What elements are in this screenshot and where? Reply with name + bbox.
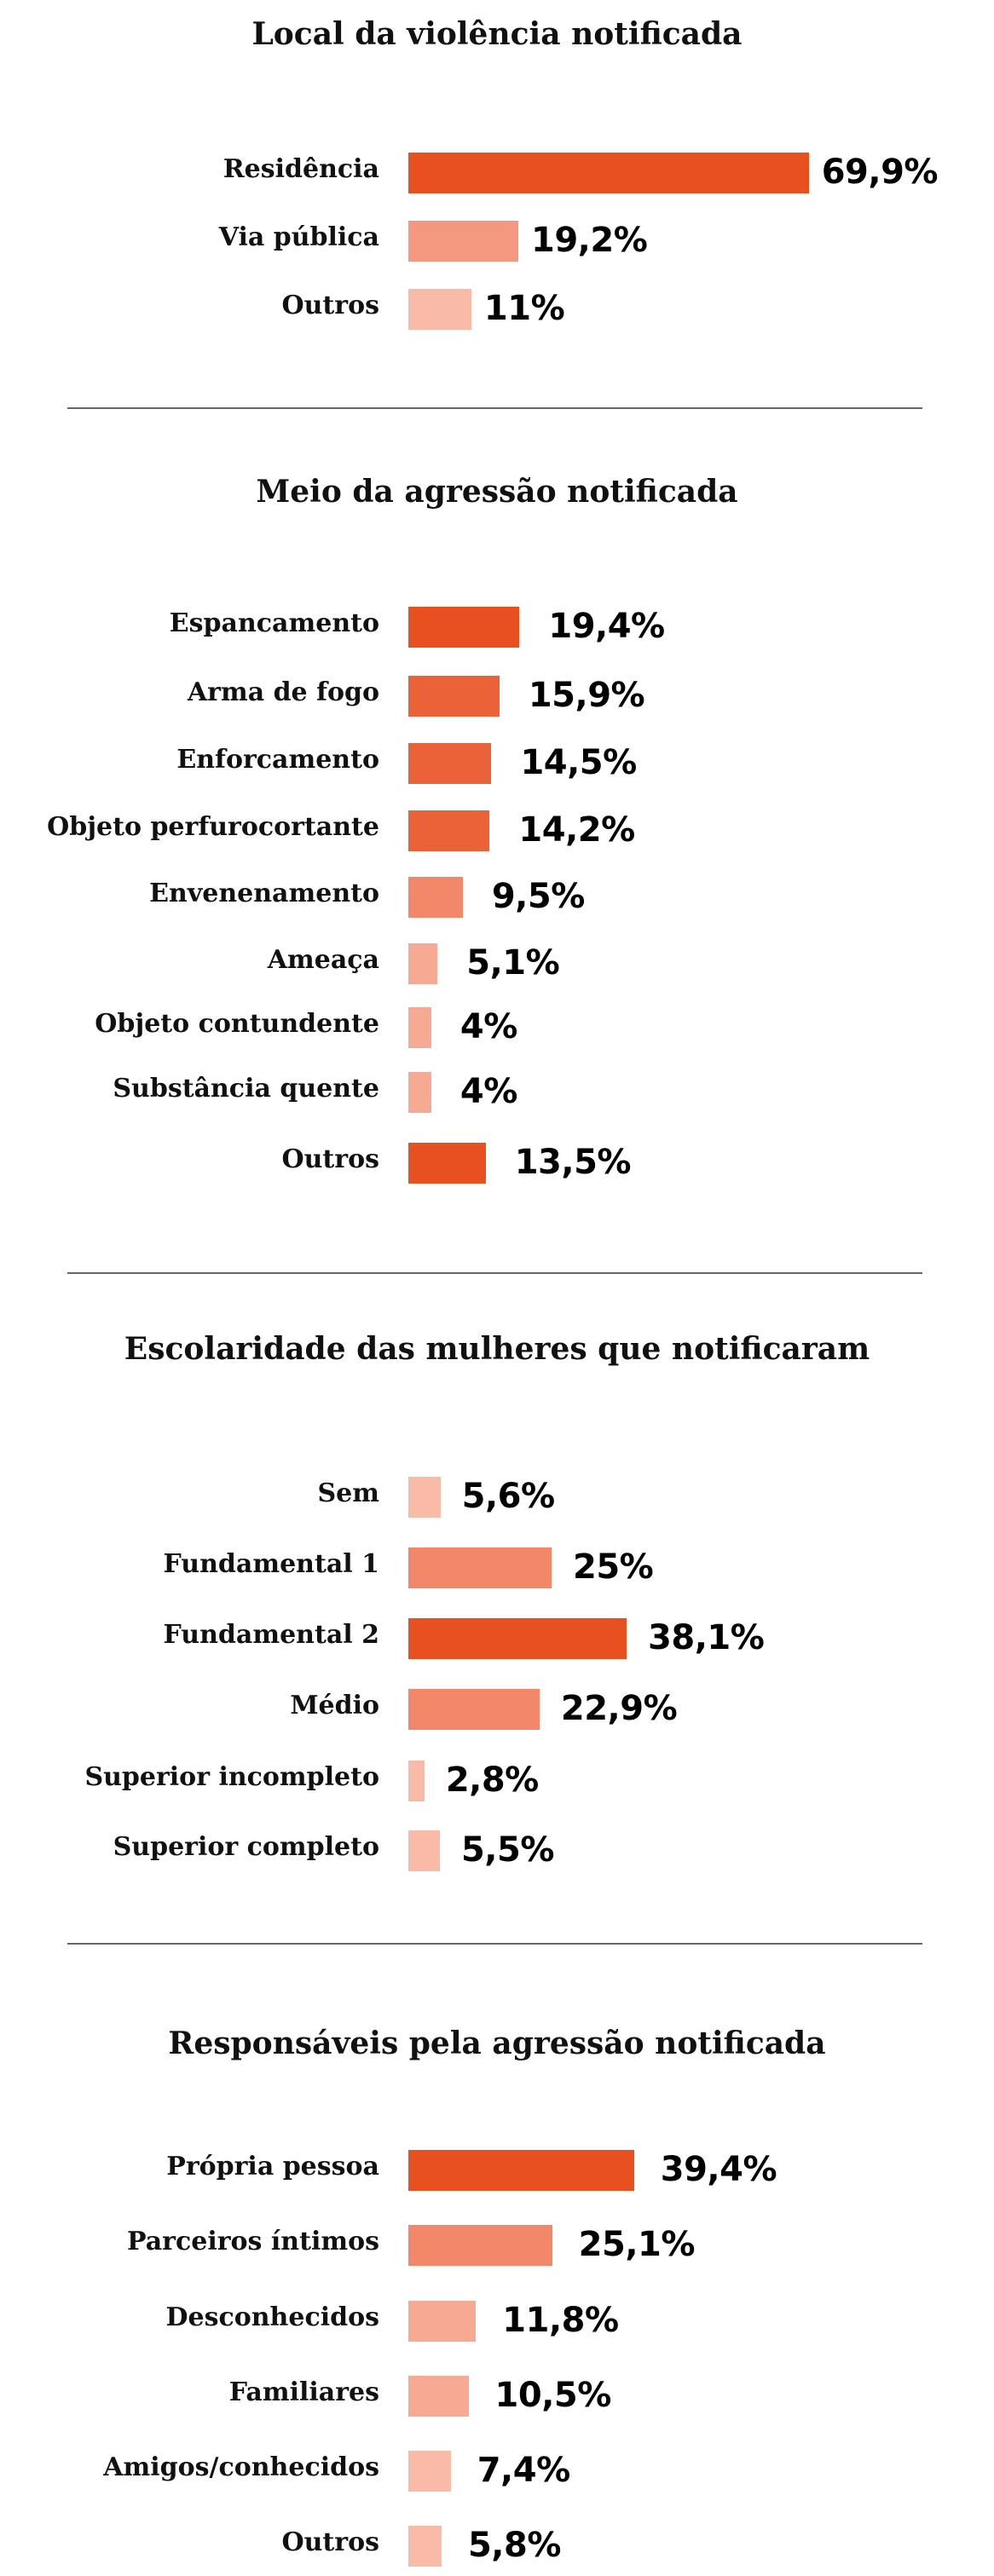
- bar-value-label: 4%: [459, 1007, 517, 1046]
- bar: [408, 1830, 440, 1871]
- bar-value-label: 22,9%: [560, 1689, 678, 1728]
- bar: [408, 2451, 451, 2492]
- bar-label: Residência: [222, 154, 379, 184]
- bar-value-label: 5,5%: [460, 1830, 554, 1870]
- bar-value-label: 19,2%: [531, 221, 648, 260]
- bar-value-label: 14,5%: [520, 743, 637, 782]
- bar-label: Familiares: [228, 2377, 379, 2407]
- bar: [408, 1689, 540, 1730]
- bar-label: Ameaça: [267, 945, 379, 975]
- bar: [408, 1547, 552, 1588]
- bar-label: Fundamental 2: [163, 1620, 379, 1650]
- chart-title-local: Local da violência notificada: [251, 16, 743, 52]
- chart-title-responsaveis: Responsáveis pela agressão notificada: [168, 2026, 826, 2061]
- bar-label: Envenenamento: [149, 879, 379, 908]
- bar-label: Desconhecidos: [165, 2302, 379, 2332]
- bar-value-label: 5,6%: [461, 1477, 555, 1516]
- bar-value-label: 25%: [573, 1547, 654, 1587]
- bar: [408, 221, 519, 262]
- bar-value-label: 5,8%: [467, 2526, 561, 2565]
- bar: [408, 2376, 469, 2417]
- bar-value-label: 5,1%: [466, 943, 560, 983]
- bar-label: Outros: [281, 1144, 379, 1174]
- bar-value-label: 9,5%: [491, 877, 585, 916]
- bar-label: Fundamental 1: [163, 1549, 379, 1579]
- section-divider: [67, 1272, 922, 1274]
- bar: [408, 743, 492, 784]
- chart-title-meio: Meio da agressão notificada: [256, 474, 738, 510]
- bar-value-label: 11%: [483, 289, 565, 328]
- bar-value-label: 15,9%: [528, 676, 645, 715]
- bar: [408, 1477, 441, 1518]
- bar: [408, 877, 463, 918]
- bar-label: Parceiros íntimos: [126, 2227, 379, 2256]
- bar-label: Enforcamento: [176, 745, 379, 775]
- bar: [408, 1072, 431, 1113]
- section-divider: [67, 1943, 922, 1945]
- bar: [408, 289, 471, 330]
- bar: [408, 810, 490, 851]
- bar: [408, 607, 520, 648]
- bar: [408, 1143, 486, 1184]
- chart-title-escolaridade: Escolaridade das mulheres que notificara…: [124, 1331, 870, 1367]
- bar-value-label: 19,4%: [548, 607, 665, 646]
- bar-label: Outros: [281, 291, 379, 320]
- bar-value-label: 2,8%: [445, 1761, 539, 1800]
- bar-label: Espancamento: [169, 608, 379, 638]
- bar: [408, 2225, 552, 2266]
- bar: [408, 153, 809, 193]
- bar-label: Sem: [317, 1478, 380, 1508]
- bar-label: Amigos/conhecidos: [103, 2452, 379, 2482]
- bar-label: Superior incompleto: [84, 1762, 379, 1792]
- bar: [408, 2526, 442, 2567]
- bar-label: Médio: [290, 1691, 379, 1720]
- bar: [408, 1761, 425, 1801]
- bar-value-label: 4%: [459, 1072, 517, 1111]
- bar-label: Objeto perfurocortante: [47, 812, 379, 842]
- bar: [408, 676, 500, 717]
- bar: [408, 2150, 634, 2191]
- bar-label: Via pública: [218, 222, 379, 252]
- bar-value-label: 25,1%: [578, 2225, 696, 2264]
- bar-label: Superior completo: [113, 1832, 379, 1862]
- bar: [408, 2301, 477, 2342]
- section-divider: [67, 407, 922, 409]
- bar-label: Substância quente: [113, 1074, 379, 1104]
- bar: [408, 1618, 627, 1659]
- bar: [408, 943, 438, 984]
- bar-value-label: 7,4%: [477, 2451, 570, 2490]
- bar-value-label: 38,1%: [648, 1618, 765, 1657]
- bar-value-label: 11,8%: [502, 2301, 619, 2340]
- bar-label: Outros: [281, 2527, 379, 2557]
- bar: [408, 1007, 431, 1048]
- bar-value-label: 10,5%: [494, 2376, 612, 2415]
- bar-label: Própria pessoa: [166, 2152, 379, 2181]
- bar-value-label: 13,5%: [514, 1143, 632, 1182]
- bar-label: Arma de fogo: [187, 677, 379, 707]
- bar-label: Objeto contundente: [95, 1009, 379, 1039]
- bar-value-label: 39,4%: [660, 2150, 777, 2189]
- bar-value-label: 14,2%: [518, 810, 635, 850]
- bar-value-label: 69,9%: [821, 153, 939, 192]
